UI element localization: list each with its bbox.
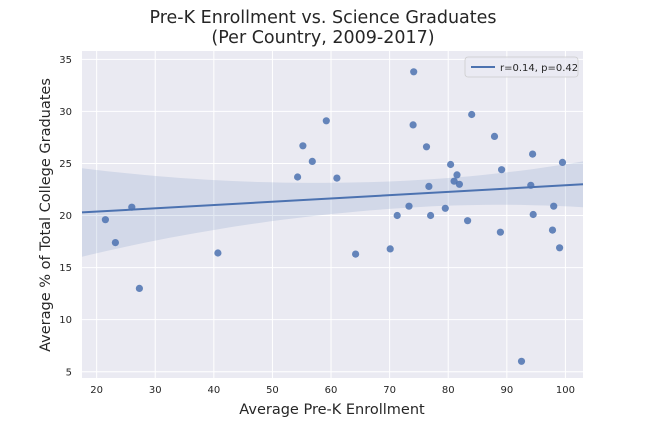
scatter-point [333,174,341,182]
y-tick-label: 15 [59,263,72,274]
scatter-point [111,239,119,247]
scatter-point [455,180,463,188]
scatter-point [529,210,537,219]
scatter-point [409,121,417,129]
scatter-point [422,143,431,151]
scatter-point [214,249,222,257]
x-axis-label: Average Pre-K Enrollment [239,402,425,418]
scatter-point [135,284,143,292]
scatter-point [464,217,472,225]
legend-label: r=0.14, p=0.42 [500,63,578,74]
scatter-point [527,181,535,189]
scatter-point [558,158,567,166]
scatter-point [352,250,360,258]
x-tick-label: 30 [149,385,162,396]
scatter-point [393,211,401,220]
y-axis-label: Average % of Total College Graduates [38,78,54,352]
scatter-point [427,211,435,220]
scatter-point [322,117,330,125]
x-tick-label: 100 [556,385,575,396]
scatter-point [529,150,537,158]
plot-area [82,51,583,378]
scatter-point [410,68,418,76]
y-tick-label: 10 [59,315,72,326]
y-tick-label: 35 [59,55,72,66]
scatter-point [441,204,449,212]
x-tick-label: 40 [207,385,220,396]
scatter-point [468,110,476,119]
legend: r=0.14, p=0.42 [464,56,579,78]
scatter-point [447,160,455,169]
x-tick-label: 90 [500,385,513,396]
scatter-point [517,357,526,365]
x-tick-label: 50 [266,385,279,396]
scatter-point [101,216,109,224]
x-tick-labels: 20 30 40 50 60 70 80 90 100 [90,385,575,396]
scatter-point [498,166,506,174]
scatter-point [453,171,461,179]
scatter-point [299,142,307,150]
scatter-point [490,132,499,140]
scatter-point [386,245,394,253]
scatter-point [556,244,564,252]
scatter-point [450,177,458,185]
y-tick-label: 30 [59,107,72,118]
scatter-point [308,157,316,165]
scatter-point [405,202,413,210]
chart-title-line2: (Per Country, 2009-2017) [211,28,434,48]
scatter-point [550,202,558,210]
y-tick-label: 20 [59,211,72,222]
legend-box [464,56,579,78]
scatter-point [128,203,136,211]
y-tick-labels: 5 10 15 20 25 30 35 [59,55,72,378]
scatter-point [294,173,302,181]
chart-title-line1: Pre-K Enrollment vs. Science Graduates [149,8,496,28]
regression-line-layer [81,183,584,214]
y-tick-label: 25 [59,159,72,170]
scatter-point [548,226,557,234]
x-tick-label: 60 [325,385,338,396]
x-tick-label: 70 [383,385,396,396]
scatter-point [496,228,504,236]
x-tick-label: 20 [90,385,103,396]
x-tick-label: 80 [442,385,455,396]
grid-lines [82,51,583,378]
scatter-point [425,182,433,190]
regression-line [81,183,584,214]
scatter-points [101,68,567,365]
y-tick-label: 5 [66,367,72,378]
